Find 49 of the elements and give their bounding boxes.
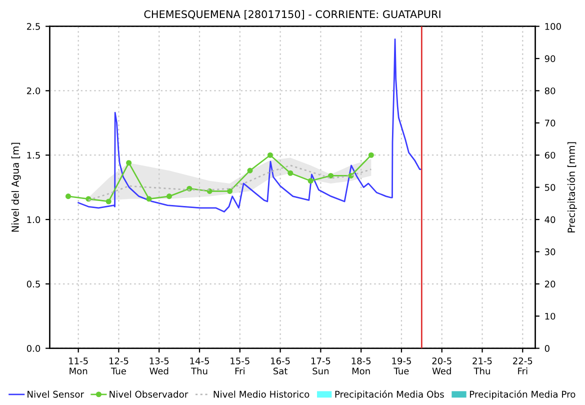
point	[126, 160, 132, 166]
y-tick-label: 1.5	[27, 152, 40, 159]
point	[106, 198, 112, 204]
point	[288, 170, 294, 176]
y2-tick-label: 30	[544, 248, 556, 256]
x-tick-label: 18-5 Mon	[352, 357, 371, 374]
point	[267, 152, 273, 158]
y2-axis-title: Precipitación [mm]	[567, 142, 577, 232]
x-tick-label: 14-5 Thu	[190, 358, 209, 374]
y-tick-label: 1.0	[27, 216, 40, 224]
y2-tick-label: 90	[544, 55, 556, 62]
y2-tick-label: 60	[544, 152, 556, 159]
x-tick-label: 17-5 Sun	[311, 358, 330, 374]
x-tick-label: 21-5 Thu	[472, 357, 492, 374]
legend-label: Nivel Medio Historico	[214, 390, 310, 398]
point	[368, 152, 374, 158]
y-tick-label: 2.5	[27, 23, 40, 30]
y2-tick-label: 100	[545, 23, 561, 30]
y2-tick-label: 0	[544, 345, 550, 352]
point	[328, 172, 334, 178]
x-tick-label: 22-5 Fri	[513, 357, 532, 374]
legend-label: Precipitación Media Pro	[470, 390, 576, 400]
x-tick-label: 11-5 Mon	[69, 358, 88, 374]
y2-tick-label: 20	[544, 280, 556, 288]
chart-title: CHEMESQUEMENA [28017150] - CORRIENTE: GUATAPURI	[144, 10, 440, 20]
x-tick-label: 20-5 Wed	[432, 357, 452, 374]
point	[65, 194, 72, 200]
y2-tick-label: 80	[544, 87, 556, 94]
y-axis-title: Nivel del Agua [m]	[11, 142, 21, 232]
x-tick-label: 13-5 Wed	[150, 357, 169, 374]
point	[146, 196, 152, 202]
y2-tick-label: 70	[545, 120, 556, 126]
y-tick-label: 0.5	[26, 280, 40, 288]
x-tick-label: 19-5 Tue	[392, 357, 411, 374]
legend-label: Nivel Observador	[110, 390, 188, 398]
y-tick-label: 0.0	[26, 345, 40, 352]
legend-label: Nivel Sensor	[28, 390, 84, 398]
x-tick-label: 15-5 Fri	[230, 358, 250, 374]
legend-label: Precipitación Media Obs	[335, 390, 444, 400]
point	[247, 168, 253, 174]
y2-tick-label: 40	[544, 216, 556, 224]
point	[166, 194, 172, 200]
x-tick-label: 16-5 Sat	[271, 357, 290, 374]
y2-tick-label: 10	[545, 312, 556, 320]
x-tick-label: 12-5 Tue	[109, 357, 128, 374]
point	[227, 188, 233, 194]
point	[308, 178, 314, 184]
y2-tick-label: 50	[545, 184, 556, 191]
y-tick-label: 2.0	[27, 87, 40, 94]
